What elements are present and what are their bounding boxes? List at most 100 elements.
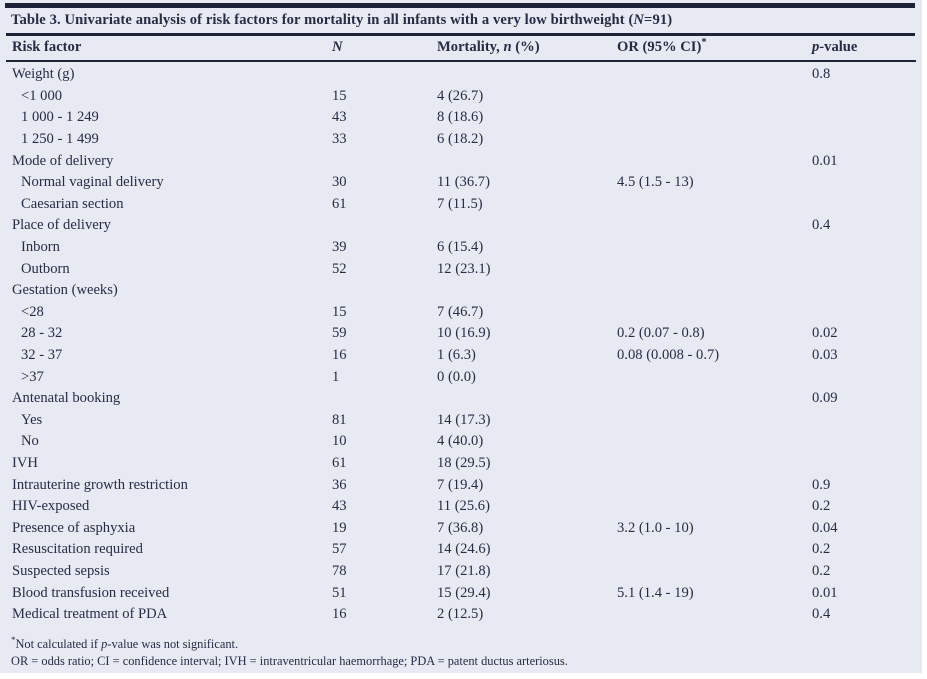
cell-risk-factor: No — [21, 433, 39, 450]
cell-n: 10 — [332, 433, 347, 450]
table-row: Resuscitation required 57 14 (24.6) 0.2 — [6, 539, 916, 561]
cell-n: 61 — [332, 195, 347, 212]
table-row: Antenatal booking 0.09 — [6, 388, 916, 410]
text-segment: Table 3. Univariate analysis of risk fac… — [11, 12, 634, 28]
title-divider-rule — [6, 33, 915, 36]
text-segment: (%) — [511, 39, 540, 55]
cell-or-95-ci — [617, 129, 812, 151]
cell-or-95-ci — [617, 194, 812, 216]
table-row: Suspected sepsis 78 17 (21.8) 0.2 — [6, 561, 916, 583]
footnote-significance: *Not calculated if p-value was not signi… — [11, 636, 912, 653]
footnotes: *Not calculated if p-value was not signi… — [11, 636, 912, 670]
cell-or-95-ci — [617, 539, 812, 561]
cell-risk-factor: Outborn — [21, 260, 70, 277]
cell-mortality — [437, 280, 617, 302]
cell-or-95-ci — [617, 366, 812, 388]
col-header-or-95-ci: OR (95% CI)* — [617, 36, 812, 62]
cell-risk-factor: HIV-exposed — [12, 498, 90, 515]
cell-n: 1 — [332, 368, 340, 385]
cell-p-value — [812, 280, 916, 302]
cell-or-95-ci: 0.2 (0.07 - 0.8) — [617, 325, 705, 342]
cell-or-95-ci — [617, 215, 812, 237]
cell-risk-factor: 1 000 - 1 249 — [21, 109, 99, 126]
cell-p-value: 0.01 — [812, 584, 838, 601]
cell-p-value: 0.2 — [812, 541, 831, 558]
cell-or-95-ci — [617, 86, 812, 108]
text-segment: -value — [819, 39, 858, 55]
text-segment: Risk factor — [12, 39, 82, 55]
cell-p-value: 0.04 — [812, 519, 838, 536]
cell-p-value — [812, 194, 916, 216]
cell-p-value: 0.9 — [812, 476, 831, 493]
cell-mortality: 7 (46.7) — [437, 303, 484, 320]
cell-p-value: 0.4 — [812, 217, 831, 234]
cell-risk-factor: Mode of delivery — [12, 152, 114, 169]
text-segment: n — [503, 39, 512, 55]
table-top-border — [5, 3, 915, 8]
cell-or-95-ci — [617, 561, 812, 583]
cell-p-value — [812, 172, 916, 194]
cell-or-95-ci — [617, 410, 812, 432]
cell-or-95-ci — [617, 107, 812, 129]
header-row: Risk factor N Mortality, n (%) OR (95% C… — [6, 36, 916, 62]
cell-or-95-ci — [617, 258, 812, 280]
cell-risk-factor: Place of delivery — [12, 217, 111, 234]
cell-or-95-ci — [617, 280, 812, 302]
cell-n: 43 — [332, 498, 347, 515]
cell-risk-factor: Suspected sepsis — [12, 562, 110, 579]
cell-n: 43 — [332, 109, 347, 126]
cell-p-value: 0.2 — [812, 498, 831, 515]
table-row: <28 15 7 (46.7) — [6, 302, 916, 324]
text-segment: N — [332, 39, 343, 55]
table-row: <1 000 15 4 (26.7) — [6, 86, 916, 108]
cell-mortality: 4 (26.7) — [437, 87, 484, 104]
cell-n: 61 — [332, 454, 347, 471]
cell-or-95-ci — [617, 604, 812, 626]
cell-risk-factor: IVH — [12, 454, 38, 471]
cell-p-value: 0.8 — [812, 66, 831, 83]
table-row: HIV-exposed 43 11 (25.6) 0.2 — [6, 496, 916, 518]
table-row: 1 000 - 1 249 43 8 (18.6) — [6, 107, 916, 129]
text-segment: OR (95% CI) — [617, 39, 702, 55]
cell-risk-factor: Intrauterine growth restriction — [12, 476, 188, 493]
cell-or-95-ci: 3.2 (1.0 - 10) — [617, 519, 694, 536]
text-segment: -value was not significant. — [107, 637, 239, 652]
table-row: Gestation (weeks) — [6, 280, 916, 302]
table-body: Weight (g) 0.8 <1 000 15 4 (26.7) 1 000 - 1 2… — [6, 61, 916, 625]
table-row: Presence of asphyxia 19 7 (36.8) 3.2 (1.0 -… — [6, 517, 916, 539]
cell-p-value — [812, 302, 916, 324]
cell-p-value — [812, 258, 916, 280]
cell-n — [332, 150, 437, 172]
cell-mortality: 14 (17.3) — [437, 411, 491, 428]
cell-risk-factor: Normal vaginal delivery — [21, 174, 164, 191]
cell-p-value — [812, 129, 916, 151]
cell-mortality — [437, 61, 617, 86]
table-row: Outborn 52 12 (23.1) — [6, 258, 916, 280]
cell-or-95-ci: 0.08 (0.008 - 0.7) — [617, 347, 720, 364]
cell-p-value: 0.4 — [812, 606, 831, 623]
cell-n: 78 — [332, 562, 347, 579]
cell-risk-factor: Inborn — [21, 239, 60, 256]
cell-mortality: 7 (19.4) — [437, 476, 484, 493]
cell-risk-factor: Caesarian section — [21, 195, 124, 212]
table-row: No 10 4 (40.0) — [6, 431, 916, 453]
cell-n: 16 — [332, 347, 347, 364]
cell-mortality: 17 (21.8) — [437, 562, 491, 579]
cell-p-value — [812, 86, 916, 108]
cell-or-95-ci — [617, 150, 812, 172]
col-header-n: N — [332, 36, 437, 62]
table-row: IVH 61 18 (29.5) — [6, 453, 916, 475]
cell-or-95-ci: 4.5 (1.5 - 13) — [617, 174, 694, 191]
cell-mortality: 1 (6.3) — [437, 347, 476, 364]
cell-p-value: 0.02 — [812, 325, 838, 342]
cell-n: 59 — [332, 325, 347, 342]
cell-n — [332, 215, 437, 237]
cell-n: 51 — [332, 584, 347, 601]
table-row: >37 1 0 (0.0) — [6, 366, 916, 388]
table-row: Yes 81 14 (17.3) — [6, 410, 916, 432]
cell-p-value: 0.03 — [812, 347, 838, 364]
cell-p-value: 0.2 — [812, 562, 831, 579]
table-row: Medical treatment of PDA 16 2 (12.5) 0.4 — [6, 604, 916, 626]
cell-risk-factor: Gestation (weeks) — [12, 282, 118, 299]
